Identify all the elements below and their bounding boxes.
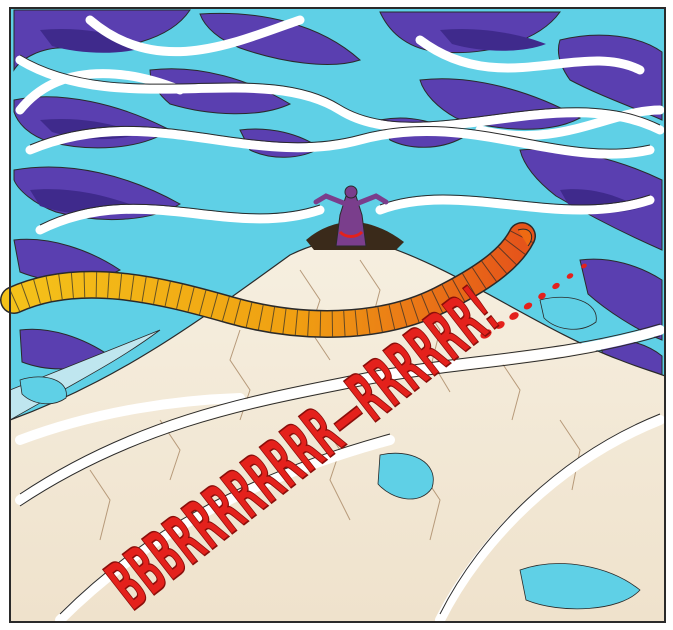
energy-ribbon-outlines [19,54,661,226]
panel-art [0,8,666,625]
ground-ribbons [15,325,665,625]
panel-frame [9,7,666,623]
ground-ribbon-outlines [19,323,661,615]
summit-figure [306,185,404,250]
serpent-body [0,222,536,338]
cyan-pools [19,296,641,610]
energy-ribbons [15,15,665,235]
sfx-trail [480,263,587,339]
